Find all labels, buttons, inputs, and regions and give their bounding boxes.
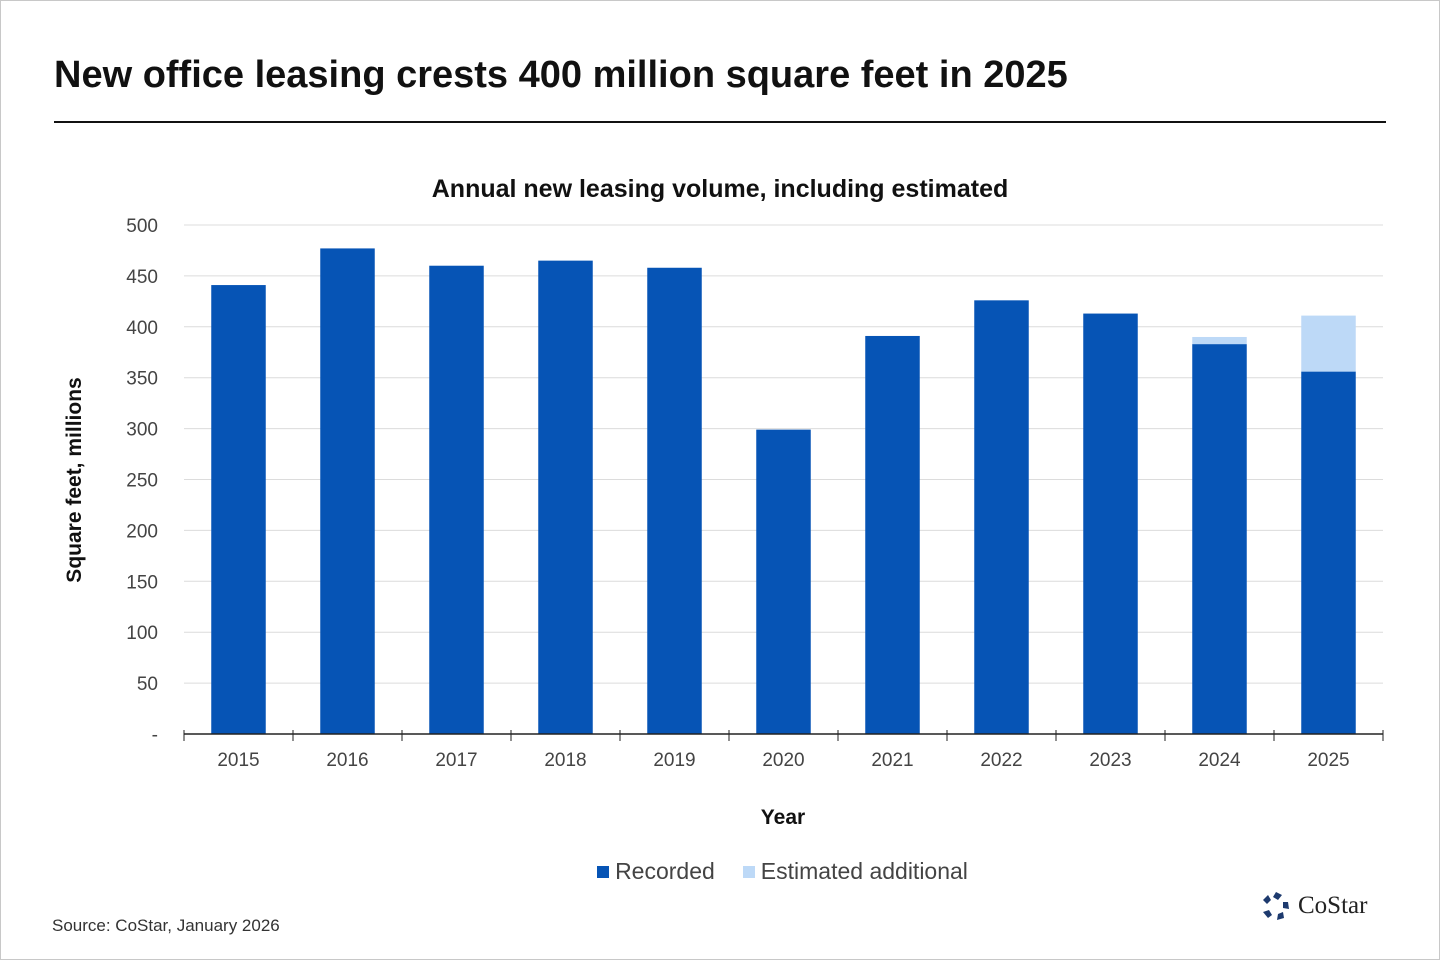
x-tick-label: 2022 bbox=[980, 750, 1022, 771]
y-axis-label: Square feet, millions bbox=[63, 377, 86, 582]
legend-label: Estimated additional bbox=[760, 858, 968, 884]
y-tick-label: 300 bbox=[126, 420, 158, 441]
legend-swatch-recorded bbox=[597, 865, 610, 878]
bar-estimated-2024 bbox=[1192, 336, 1247, 345]
x-tick-label: 2017 bbox=[435, 750, 477, 771]
bar-recorded-2025 bbox=[1301, 371, 1356, 734]
x-tick-label: 2015 bbox=[217, 750, 259, 771]
y-tick-label: - bbox=[152, 725, 158, 746]
y-tick-label: 50 bbox=[137, 674, 158, 695]
legend-swatch-estimated bbox=[742, 865, 755, 878]
y-tick-label: 100 bbox=[126, 623, 158, 644]
x-tick-label: 2024 bbox=[1198, 750, 1241, 771]
page-title: New office leasing crests 400 million sq… bbox=[54, 54, 1068, 96]
x-axis-label: Year bbox=[761, 806, 805, 829]
source-note: Source: CoStar, January 2026 bbox=[52, 916, 280, 935]
bar-recorded-2016 bbox=[320, 248, 375, 734]
logo-text: CoStar bbox=[1298, 892, 1368, 919]
y-tick-label: 500 bbox=[126, 216, 158, 237]
chart-title: Annual new leasing volume, including est… bbox=[431, 175, 1009, 203]
bar-recorded-2015 bbox=[211, 285, 266, 734]
y-tick-label: 200 bbox=[126, 521, 158, 542]
x-tick-label: 2016 bbox=[326, 750, 368, 771]
costar-logo: CoStar bbox=[1260, 890, 1367, 922]
legend-label: Recorded bbox=[615, 858, 715, 884]
y-tick-label: 150 bbox=[126, 572, 158, 593]
bar-recorded-2017 bbox=[429, 265, 484, 734]
legend-item-estimated: Estimated additional bbox=[742, 858, 968, 885]
x-tick-label: 2025 bbox=[1307, 750, 1349, 771]
legend: Recorded Estimated additional bbox=[0, 858, 1440, 885]
bar-recorded-2021 bbox=[865, 335, 920, 734]
x-tick-label: 2018 bbox=[544, 750, 586, 771]
bar-recorded-2024 bbox=[1192, 344, 1247, 734]
x-tick-label: 2020 bbox=[762, 750, 804, 771]
x-tick-label: 2021 bbox=[871, 750, 913, 771]
bar-estimated-2025 bbox=[1301, 315, 1356, 372]
costar-star-icon bbox=[1263, 892, 1289, 920]
y-tick-label: 450 bbox=[126, 267, 158, 288]
x-tick-label: 2019 bbox=[653, 750, 695, 771]
legend-item-recorded: Recorded bbox=[597, 858, 715, 885]
bar-recorded-2020 bbox=[756, 429, 811, 734]
bar-recorded-2023 bbox=[1083, 313, 1138, 734]
y-tick-label: 400 bbox=[126, 318, 158, 339]
bar-recorded-2019 bbox=[647, 267, 702, 734]
title-divider bbox=[54, 121, 1386, 123]
bar-recorded-2018 bbox=[538, 260, 593, 734]
y-tick-label: 250 bbox=[126, 471, 158, 492]
x-tick-label: 2023 bbox=[1089, 750, 1131, 771]
bar-recorded-2022 bbox=[974, 300, 1029, 734]
y-tick-label: 350 bbox=[126, 369, 158, 390]
